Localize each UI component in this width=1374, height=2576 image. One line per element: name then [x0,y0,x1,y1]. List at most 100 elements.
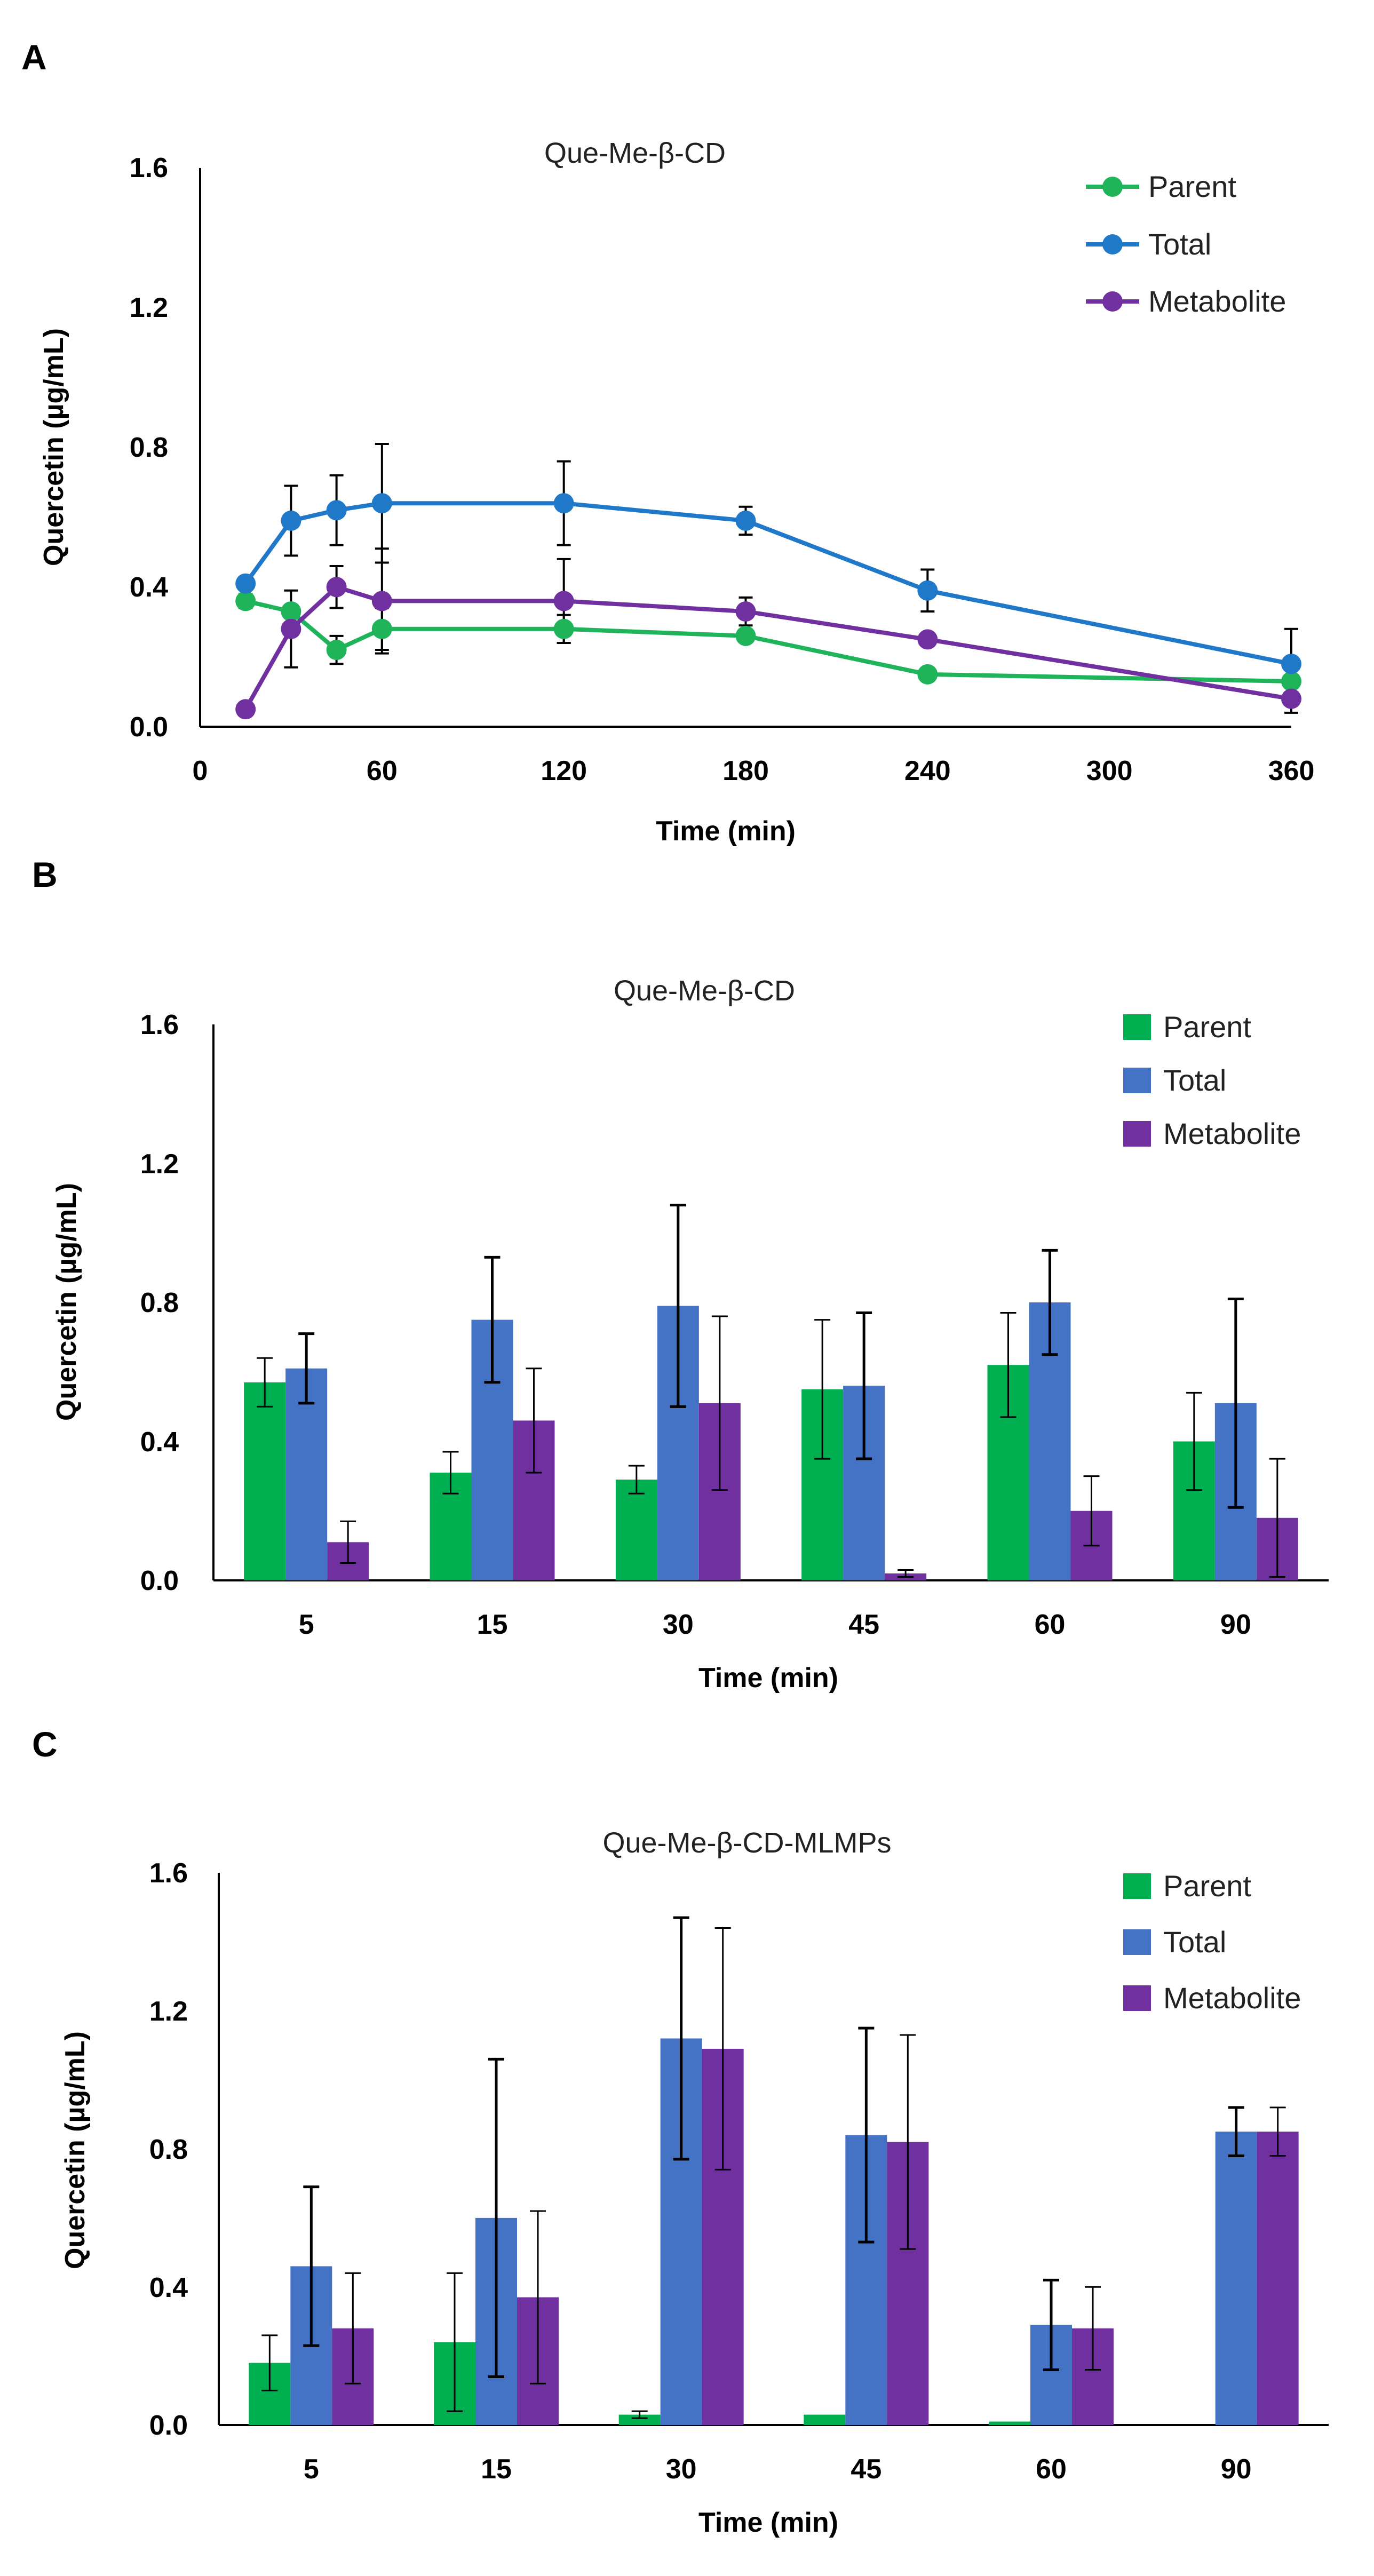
metabolite-data-point [326,577,347,598]
x-tick-label: 180 [722,756,769,786]
y-tick-label: 1.6 [149,1858,188,1889]
parent-bar [615,1480,657,1580]
y-tick-label: 0.8 [130,432,168,463]
x-axis-label: Time (min) [698,1663,838,1694]
legend-marker-total [1102,234,1123,255]
total-data-point [553,493,574,514]
x-tick-label: 60 [1036,2454,1067,2485]
x-tick-label: 360 [1268,756,1315,786]
x-tick-label: 5 [304,2454,319,2485]
metabolite-data-point [235,699,256,720]
legend-swatch-total [1123,1068,1151,1093]
parent-data-point [281,601,301,622]
total-data-point [917,580,938,601]
total-bar [1215,2132,1257,2425]
panel-c-x-axis: Time (min) 5 15 30 45 60 90 [219,2424,1329,2538]
legend-swatch-parent [1123,1014,1151,1040]
y-tick-label: 0.4 [130,572,168,603]
parent-bar [989,2421,1030,2425]
y-tick-label: 0.0 [130,712,168,743]
x-tick-label: 45 [848,1609,879,1640]
y-tick-label: 1.2 [130,292,168,323]
legend-label-metabolite: Metabolite [1163,1117,1301,1150]
total-data-point [371,493,392,514]
legend-label-parent: Parent [1163,1010,1251,1044]
parent-data-point [371,618,392,639]
parent-bar [618,2414,661,2425]
panel-b-y-axis: 0.0 0.4 0.8 1.2 1.6 Quercetin (µg/mL) [51,1009,215,1596]
panel-b-title: Que-Me-β-CD [614,975,795,1007]
panel-letter-a: A [21,37,47,77]
panel-letter-c: C [32,1724,58,1764]
y-tick-label: 0.4 [140,1427,179,1458]
metabolite-data-point [281,618,301,639]
panel-a-title: Que-Me-β-CD [544,137,726,169]
y-axis-label: Quercetin (µg/mL) [60,2031,91,2269]
parent-data-point [553,618,574,639]
x-axis-label: Time (min) [656,816,796,847]
y-tick-label: 1.6 [140,1009,179,1040]
legend-marker-parent [1102,177,1123,197]
y-tick-label: 1.6 [130,153,168,184]
y-tick-label: 1.2 [140,1149,179,1180]
metabolite-data-point [553,591,574,611]
metabolite-data-point [735,601,756,622]
panel-b-bar-chart: Que-Me-β-CD 0.0 0.4 0.8 1.2 1.6 Querceti… [51,975,1329,1694]
metabolite-data-point [1281,688,1301,709]
parent-data-point [917,664,938,685]
panel-b-x-axis: Time (min) 5 15 30 45 60 90 [213,1579,1329,1694]
x-tick-label: 90 [1220,1609,1251,1640]
x-tick-label: 60 [367,756,398,786]
panel-a-x-axis: Time (min) 0 60 120 180 240 300 360 [193,726,1315,847]
panel-b-legend: Parent Total Metabolite [1123,1010,1301,1150]
panel-c-title: Que-Me-β-CD-MLMPs [602,1827,891,1859]
legend-swatch-parent [1123,1873,1151,1899]
legend-label-parent: Parent [1148,170,1236,203]
y-tick-label: 0.8 [140,1287,179,1318]
x-tick-label: 30 [666,2454,697,2485]
x-tick-label: 15 [477,1609,508,1640]
y-tick-label: 1.2 [149,1996,188,2027]
legend-label-metabolite: Metabolite [1148,284,1286,318]
x-tick-label: 120 [541,756,587,786]
total-data-point [1281,654,1301,674]
total-data-point [235,573,256,594]
legend-swatch-metabolite [1123,1121,1151,1147]
total-data-point [735,510,756,531]
x-tick-label: 90 [1221,2454,1252,2485]
y-tick-label: 0.8 [149,2134,188,2165]
legend-label-parent: Parent [1163,1869,1251,1903]
panel-a-legend: Parent Total Metabolite [1086,170,1286,318]
x-tick-label: 30 [663,1609,694,1640]
x-tick-label: 240 [904,756,951,786]
panel-c-y-axis: 0.0 0.4 0.8 1.2 1.6 Quercetin (µg/mL) [60,1858,220,2441]
x-tick-label: 0 [193,756,208,786]
y-axis-label: Quercetin (µg/mL) [38,328,69,566]
panel-a-line-chart: Que-Me-β-CD 0.0 0.4 0.8 1.2 1.6 Querceti… [38,137,1314,847]
parent-bar [804,2414,846,2425]
y-tick-label: 0.0 [149,2410,188,2441]
parent-bar [244,1382,286,1580]
parent-data-point [735,625,756,646]
y-axis-label: Quercetin (µg/mL) [51,1183,82,1421]
panel-c-legend: Parent Total Metabolite [1123,1869,1301,2015]
legend-label-total: Total [1148,227,1211,261]
metabolite-data-point [917,629,938,650]
x-tick-label: 15 [481,2454,512,2485]
parent-data-point [1281,671,1301,691]
panel-letter-b: B [32,855,58,894]
panel-c-bar-chart: Que-Me-β-CD-MLMPs 0.0 0.4 0.8 1.2 1.6 Qu… [60,1827,1329,2538]
legend-label-total: Total [1163,1063,1226,1097]
metabolite-data-point [371,591,392,611]
total-data-point [281,510,301,531]
parent-data-point [326,640,347,661]
metabolite-bar [1257,2132,1299,2425]
legend-swatch-metabolite [1123,1985,1151,2011]
x-tick-label: 45 [851,2454,881,2485]
x-tick-label: 5 [299,1609,314,1640]
legend-swatch-total [1123,1929,1151,1955]
legend-label-total: Total [1163,1925,1226,1959]
legend-marker-metabolite [1102,291,1123,312]
x-tick-label: 60 [1035,1609,1066,1640]
